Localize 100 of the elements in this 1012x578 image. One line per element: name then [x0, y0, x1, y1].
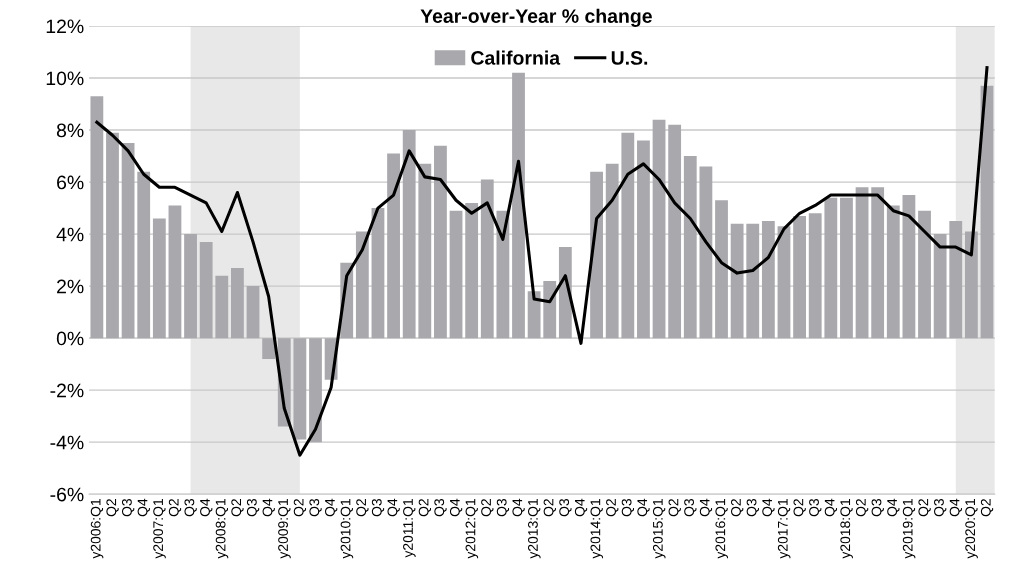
x-tick-label: Q4: [200, 498, 213, 517]
x-tick-label: Q3: [934, 498, 947, 517]
bar: [215, 275, 229, 339]
bar: [652, 119, 666, 339]
x-tick-label: Q4: [637, 498, 650, 517]
x-tick-label: y2019:Q1: [902, 499, 916, 559]
bar: [949, 221, 963, 339]
x-tick-label: Q3: [746, 498, 759, 517]
bar: [964, 231, 978, 339]
bar: [387, 153, 400, 339]
x-tick-label: Q2: [168, 499, 182, 517]
x-tick-label: Q3: [371, 498, 385, 517]
x-tick-label: Q2: [231, 499, 244, 517]
y-tick-label: -4%: [50, 435, 84, 450]
x-tick-label: Q2: [418, 499, 432, 517]
bar: [480, 179, 494, 339]
x-tick-label: Q4: [949, 498, 962, 517]
x-tick-label: Q2: [668, 499, 681, 517]
bar: [808, 213, 822, 339]
bar: [418, 163, 432, 339]
bar: [168, 205, 182, 339]
x-tick-label: Q3: [121, 498, 135, 517]
bar: [730, 223, 744, 339]
bar: [933, 234, 947, 339]
bar: [246, 286, 260, 339]
bar: [715, 200, 728, 339]
x-tick-label: Q3: [809, 498, 822, 517]
y-tick-label: 12%: [46, 19, 84, 34]
legend-label: U.S.: [611, 51, 648, 65]
x-tick-label: y2012:Q1: [465, 499, 479, 559]
x-tick-label: Q3: [621, 498, 635, 517]
x-tick-label: y2008:Q1: [215, 499, 229, 559]
x-tick-label: y2020:Q1: [965, 499, 978, 559]
bar: [137, 171, 151, 339]
bar: [746, 223, 760, 339]
bar: [918, 210, 931, 339]
bar: [496, 210, 510, 339]
bar: [152, 218, 166, 339]
x-tick-label: Q2: [731, 499, 744, 517]
bar: [309, 338, 322, 443]
bar: [683, 156, 697, 339]
bar: [512, 72, 525, 339]
x-tick-label: y2010:Q1: [340, 499, 354, 559]
bar: [668, 124, 682, 339]
bar: [527, 291, 541, 339]
x-tick-label: Q3: [559, 498, 572, 517]
x-tick-label: Q4: [512, 498, 525, 517]
x-tick-label: y2009:Q1: [278, 499, 291, 559]
bar: [605, 163, 619, 339]
bar: [449, 210, 463, 339]
bar: [262, 338, 276, 359]
x-tick-label: y2013:Q1: [528, 499, 541, 559]
bar: [871, 187, 885, 339]
x-tick-label: Q4: [887, 498, 900, 517]
x-tick-label: Q2: [918, 499, 931, 517]
x-tick-label: Q3: [496, 498, 510, 517]
x-tick-label: Q3: [684, 498, 697, 517]
bar: [840, 197, 853, 339]
x-tick-label: y2018:Q1: [840, 499, 853, 559]
bar: [293, 338, 307, 440]
x-tick-label: Q2: [481, 499, 494, 517]
bar: [590, 171, 603, 339]
bar: [793, 215, 806, 339]
bar: [371, 208, 385, 339]
x-tick-label: y2015:Q1: [652, 499, 666, 559]
x-tick-label: y2014:Q1: [590, 499, 604, 559]
x-tick-label: Q4: [262, 498, 275, 517]
x-tick-label: Q2: [980, 499, 994, 517]
x-tick-label: Q3: [309, 498, 322, 517]
x-tick-label: y2017:Q1: [777, 499, 791, 559]
bar: [90, 96, 104, 339]
bar: [637, 140, 650, 339]
bar: [855, 187, 869, 339]
x-tick-label: Q2: [293, 499, 307, 517]
bar: [231, 267, 244, 339]
x-tick-label: Q4: [325, 498, 338, 517]
x-tick-label: y2011:Q1: [403, 499, 416, 558]
bar: [434, 145, 447, 339]
x-tick-label: Q2: [606, 499, 619, 517]
x-tick-label: Q4: [762, 498, 775, 517]
bar: [199, 241, 213, 339]
x-tick-label: Q3: [871, 498, 884, 517]
bar: [902, 195, 916, 339]
y-tick-label: 10%: [46, 71, 84, 86]
x-tick-label: Q2: [106, 499, 119, 517]
bar: [886, 205, 900, 339]
bar: [106, 132, 119, 339]
y-tick-label: 4%: [56, 227, 84, 242]
x-tick-label: Q2: [543, 499, 556, 517]
y-tick-label: 6%: [57, 175, 84, 190]
x-tick-label: Q4: [699, 498, 713, 517]
bar: [402, 130, 416, 339]
x-tick-label: Q2: [855, 499, 869, 517]
x-tick-label: Q2: [793, 499, 806, 517]
x-tick-label: Q3: [434, 498, 447, 517]
x-tick-label: Q2: [356, 499, 369, 517]
bar: [699, 166, 713, 339]
bar: [355, 231, 369, 339]
line-series: [95, 66, 989, 457]
bar: [465, 202, 479, 339]
